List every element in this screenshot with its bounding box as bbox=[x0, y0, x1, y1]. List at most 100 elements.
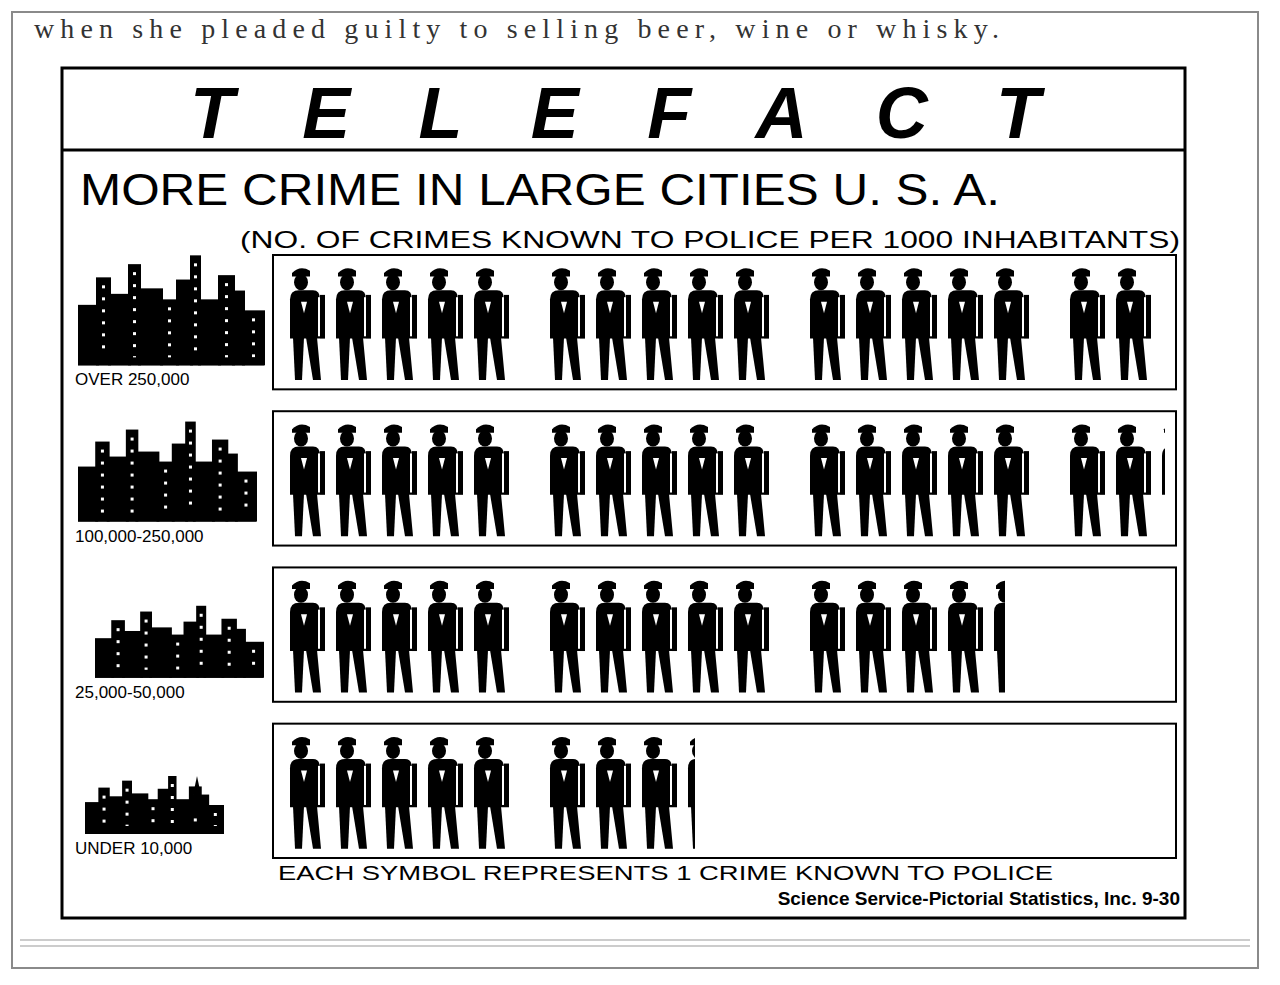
crime-symbol bbox=[290, 268, 325, 380]
symbol-arm bbox=[764, 607, 769, 651]
symbol-detail bbox=[653, 302, 659, 314]
symbol-arm bbox=[672, 295, 677, 339]
symbol-detail bbox=[867, 302, 873, 314]
crime-symbol bbox=[994, 425, 1029, 537]
symbol-head bbox=[294, 743, 308, 759]
symbol-leg bbox=[826, 337, 841, 380]
symbol-leg bbox=[599, 494, 610, 537]
symbol-arm bbox=[626, 295, 631, 339]
window bbox=[164, 506, 167, 509]
window bbox=[194, 335, 197, 338]
symbol-leg bbox=[306, 806, 321, 849]
symbol-leg bbox=[951, 337, 962, 380]
building bbox=[138, 288, 163, 365]
newspaper-text: when she pleaded guilty to selling beer,… bbox=[34, 13, 999, 44]
symbol-torso bbox=[688, 603, 718, 651]
symbol-detail bbox=[716, 297, 718, 336]
window bbox=[194, 287, 197, 290]
symbol-detail bbox=[762, 453, 764, 492]
symbol-detail bbox=[624, 766, 626, 805]
building bbox=[107, 457, 129, 522]
symbol-arm bbox=[412, 764, 417, 808]
crime-symbol bbox=[1162, 425, 1165, 537]
symbol-leg bbox=[704, 337, 719, 380]
window bbox=[131, 450, 134, 453]
symbol-leg bbox=[737, 494, 748, 537]
symbol-torso bbox=[856, 290, 886, 338]
symbol-torso bbox=[428, 447, 458, 495]
symbol-leg bbox=[691, 337, 702, 380]
window bbox=[219, 484, 222, 487]
symbol-head bbox=[998, 430, 1012, 446]
symbol-torso bbox=[810, 447, 840, 495]
crime-symbol bbox=[596, 581, 631, 693]
symbol-arm bbox=[1024, 295, 1029, 339]
symbol-head bbox=[952, 274, 966, 290]
symbol-detail bbox=[410, 610, 412, 649]
symbol-arm bbox=[840, 607, 845, 651]
symbol-detail bbox=[1022, 453, 1024, 492]
symbol-torso bbox=[642, 290, 672, 338]
symbol-detail bbox=[456, 453, 458, 492]
symbol-arm bbox=[626, 451, 631, 495]
symbol-leg bbox=[490, 494, 505, 537]
symbol-head bbox=[386, 430, 400, 446]
crime-symbol bbox=[810, 581, 845, 693]
symbol-head bbox=[738, 274, 752, 290]
symbol-detail bbox=[976, 297, 978, 336]
symbol-head bbox=[998, 274, 1012, 290]
symbol-arm bbox=[932, 295, 937, 339]
symbol-detail bbox=[485, 302, 491, 314]
crime-symbol bbox=[902, 268, 937, 380]
symbol-detail bbox=[393, 770, 399, 782]
skyline-icon bbox=[95, 606, 264, 678]
symbol-detail bbox=[699, 458, 705, 470]
symbol-leg bbox=[490, 337, 505, 380]
symbol-detail bbox=[561, 458, 567, 470]
symbol-detail bbox=[959, 458, 965, 470]
symbols bbox=[290, 268, 1176, 848]
crime-symbol bbox=[336, 268, 371, 380]
symbol-leg bbox=[997, 494, 1008, 537]
building bbox=[108, 294, 131, 366]
symbol-torso bbox=[428, 603, 458, 651]
symbol-leg bbox=[444, 494, 459, 537]
chart-container: when she pleaded guilty to selling beer,… bbox=[0, 0, 1280, 985]
crime-symbol bbox=[382, 268, 417, 380]
symbol-head bbox=[478, 274, 492, 290]
symbol-detail bbox=[578, 297, 580, 336]
crime-symbol bbox=[856, 581, 891, 693]
symbol-head bbox=[294, 274, 308, 290]
symbol-detail bbox=[364, 766, 366, 805]
symbol-leg bbox=[398, 650, 413, 693]
window bbox=[219, 448, 222, 451]
symbol-detail bbox=[1144, 297, 1146, 336]
window bbox=[244, 492, 247, 495]
symbol-arm bbox=[764, 451, 769, 495]
symbol-leg bbox=[477, 337, 488, 380]
crime-symbol bbox=[948, 268, 983, 380]
symbol-leg bbox=[553, 806, 564, 849]
symbol-detail bbox=[670, 766, 672, 805]
symbol-arm bbox=[366, 295, 371, 339]
symbol-leg bbox=[553, 650, 564, 693]
symbol-detail bbox=[607, 302, 613, 314]
symbol-leg bbox=[704, 650, 719, 693]
symbol-leg bbox=[566, 494, 581, 537]
window bbox=[101, 462, 104, 465]
symbol-leg bbox=[385, 650, 396, 693]
symbol-cap bbox=[1164, 425, 1165, 433]
symbol-note: EACH SYMBOL REPRESENTS 1 CRIME KNOWN TO … bbox=[278, 861, 1053, 884]
symbol-torso bbox=[1070, 290, 1100, 338]
symbol-arm bbox=[320, 451, 325, 495]
chart-svg: when she pleaded guilty to selling beer,… bbox=[0, 0, 1280, 985]
outer-frame bbox=[12, 12, 1258, 968]
window bbox=[101, 474, 104, 477]
symbol-head bbox=[478, 587, 492, 603]
symbol-arm bbox=[580, 607, 585, 651]
window bbox=[117, 652, 120, 655]
symbol-head bbox=[294, 430, 308, 446]
symbol-detail bbox=[393, 614, 399, 626]
header-title: TELEFACT bbox=[190, 73, 1046, 153]
symbol-arm bbox=[626, 764, 631, 808]
